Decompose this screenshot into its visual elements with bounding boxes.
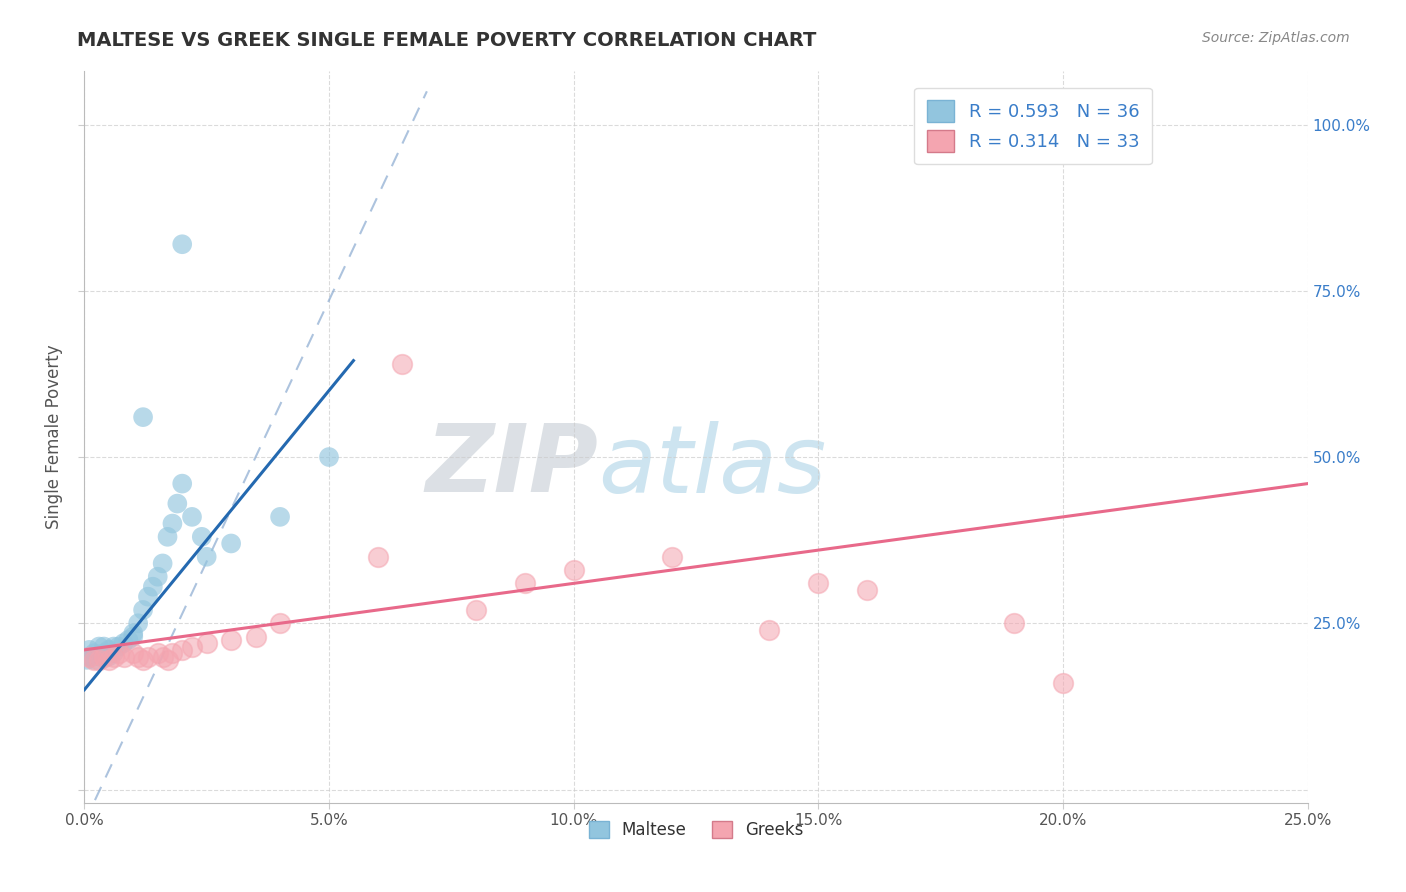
Text: ZIP: ZIP bbox=[425, 420, 598, 512]
Point bbox=[132, 603, 155, 617]
Point bbox=[269, 616, 291, 631]
Text: Source: ZipAtlas.com: Source: ZipAtlas.com bbox=[1202, 31, 1350, 45]
Point bbox=[172, 476, 194, 491]
Legend: Maltese, Greeks: Maltese, Greeks bbox=[582, 814, 810, 846]
Point bbox=[77, 643, 100, 657]
Point bbox=[162, 516, 184, 531]
Point bbox=[132, 410, 155, 425]
Point bbox=[1002, 616, 1025, 631]
Point bbox=[117, 632, 139, 647]
Point bbox=[87, 649, 110, 664]
Point bbox=[132, 653, 155, 667]
Point bbox=[97, 649, 120, 664]
Point bbox=[136, 649, 159, 664]
Point bbox=[156, 653, 179, 667]
Point bbox=[181, 509, 204, 524]
Point bbox=[93, 646, 115, 660]
Y-axis label: Single Female Poverty: Single Female Poverty bbox=[45, 345, 63, 529]
Point bbox=[152, 557, 174, 571]
Point bbox=[166, 497, 188, 511]
Point bbox=[122, 646, 145, 660]
Point bbox=[97, 653, 120, 667]
Point bbox=[122, 630, 145, 644]
Point bbox=[103, 646, 125, 660]
Point bbox=[136, 590, 159, 604]
Point bbox=[318, 450, 340, 464]
Point bbox=[127, 649, 149, 664]
Text: atlas: atlas bbox=[598, 421, 827, 512]
Point bbox=[146, 646, 169, 660]
Point bbox=[142, 580, 165, 594]
Point bbox=[367, 549, 389, 564]
Point bbox=[162, 646, 184, 660]
Point bbox=[391, 357, 413, 371]
Point bbox=[93, 649, 115, 664]
Point bbox=[172, 237, 194, 252]
Point bbox=[107, 646, 129, 660]
Point bbox=[195, 549, 218, 564]
Point bbox=[76, 653, 98, 667]
Point bbox=[856, 582, 879, 597]
Point bbox=[152, 649, 174, 664]
Point bbox=[127, 616, 149, 631]
Point bbox=[87, 640, 110, 654]
Point bbox=[146, 570, 169, 584]
Point bbox=[269, 509, 291, 524]
Point bbox=[807, 576, 830, 591]
Point bbox=[464, 603, 486, 617]
Point bbox=[122, 626, 145, 640]
Point bbox=[83, 653, 105, 667]
Point bbox=[195, 636, 218, 650]
Point bbox=[245, 630, 267, 644]
Point bbox=[93, 640, 115, 654]
Point bbox=[219, 536, 242, 550]
Point bbox=[562, 563, 585, 577]
Point bbox=[87, 653, 110, 667]
Point bbox=[156, 530, 179, 544]
Point bbox=[661, 549, 683, 564]
Point bbox=[107, 640, 129, 654]
Point bbox=[77, 649, 100, 664]
Point bbox=[103, 640, 125, 654]
Point bbox=[97, 643, 120, 657]
Point bbox=[172, 643, 194, 657]
Point bbox=[112, 649, 135, 664]
Point bbox=[83, 653, 105, 667]
Point bbox=[219, 632, 242, 647]
Point bbox=[83, 646, 105, 660]
Text: MALTESE VS GREEK SINGLE FEMALE POVERTY CORRELATION CHART: MALTESE VS GREEK SINGLE FEMALE POVERTY C… bbox=[77, 31, 817, 50]
Point bbox=[1052, 676, 1074, 690]
Point bbox=[77, 649, 100, 664]
Point bbox=[513, 576, 536, 591]
Point bbox=[191, 530, 214, 544]
Point bbox=[181, 640, 204, 654]
Point bbox=[103, 649, 125, 664]
Point bbox=[112, 636, 135, 650]
Point bbox=[758, 623, 780, 637]
